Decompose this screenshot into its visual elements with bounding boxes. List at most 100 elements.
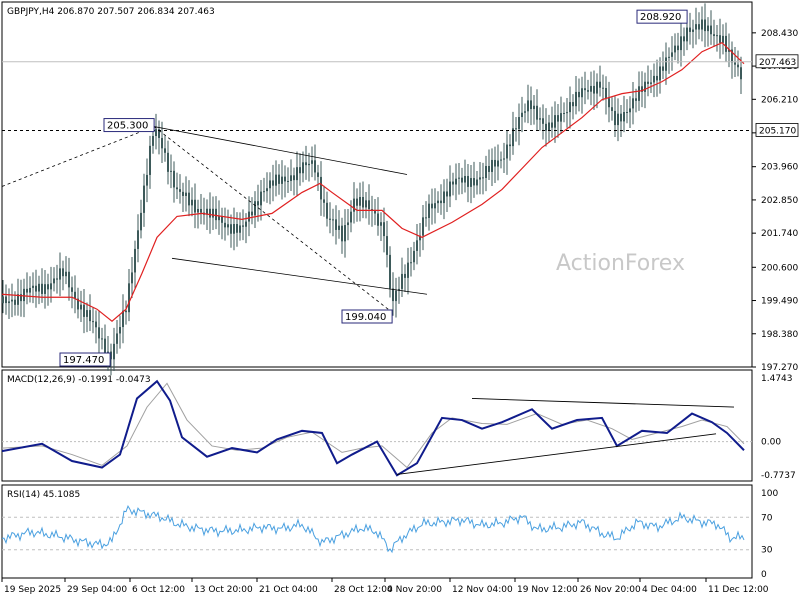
x-tick-label: 4 Nov 20:00 — [387, 585, 442, 595]
candle-body — [95, 321, 97, 328]
x-tick-label: 19 Nov 12:00 — [517, 585, 578, 595]
candle-body — [347, 222, 349, 226]
candle-body — [632, 98, 634, 109]
candle-body — [491, 159, 493, 172]
candle-body — [584, 88, 586, 91]
candle-body — [131, 272, 133, 284]
candle-body — [320, 176, 322, 200]
candle-body — [182, 191, 184, 196]
candle-body — [713, 34, 715, 36]
candle-body — [410, 262, 412, 264]
x-tick-label: 4 Dec 04:00 — [642, 585, 697, 595]
candle-body — [656, 75, 658, 81]
candle-body — [281, 176, 283, 184]
rsi-title: RSI(14) 45.1085 — [7, 490, 80, 500]
candle-body — [161, 137, 163, 149]
rsi-tick-label: 0 — [761, 570, 767, 580]
dashed-trend-line — [1, 126, 155, 187]
candle-body — [152, 135, 154, 146]
candle-body — [236, 223, 238, 233]
candle-body — [74, 291, 76, 299]
candle-body — [269, 180, 271, 189]
candle-body — [287, 180, 289, 182]
candle-body — [260, 191, 262, 206]
candle-body — [155, 129, 157, 136]
candle-body — [428, 203, 430, 218]
candle-body — [71, 287, 73, 292]
moving-average-line — [1, 42, 745, 322]
candle-body — [692, 29, 694, 32]
rsi-line — [1, 504, 745, 554]
candle-body — [185, 192, 187, 196]
candle-body — [554, 115, 556, 128]
x-tick-label: 29 Sep 04:00 — [67, 585, 127, 595]
candle-body — [440, 200, 442, 204]
candle-body — [380, 222, 382, 226]
candle-body — [494, 159, 496, 167]
candle-body — [587, 90, 589, 92]
candle-body — [149, 145, 151, 175]
candle-body — [695, 24, 697, 30]
candle-body — [602, 87, 604, 89]
candle-body — [179, 189, 181, 192]
candle-body — [323, 199, 325, 203]
candle-body — [41, 283, 43, 294]
candle-body — [212, 208, 214, 218]
candle-body — [449, 181, 451, 197]
candle-body — [509, 144, 511, 147]
candle-body — [359, 197, 361, 206]
macd-trend-line — [471, 398, 735, 408]
candle-body — [503, 158, 505, 160]
candle-body — [686, 27, 688, 42]
candle-body — [716, 35, 718, 37]
candle-body — [338, 225, 340, 230]
annotation-label: 205.300 — [107, 121, 148, 132]
candle-body — [608, 98, 610, 108]
annotation-label: 208.920 — [640, 12, 681, 23]
candle-body — [302, 162, 304, 174]
candle-body — [215, 208, 217, 221]
candle-body — [557, 115, 559, 122]
macd-main-line — [1, 379, 745, 477]
candle-body — [458, 177, 460, 179]
candle-body — [254, 201, 256, 216]
watermark: ActionForex — [556, 251, 685, 276]
x-tick-label: 11 Dec 12:00 — [708, 585, 769, 595]
candle-body — [413, 250, 415, 263]
candle-body — [326, 202, 328, 219]
candle-body — [680, 36, 682, 51]
candle-body — [581, 88, 583, 98]
candle-body — [455, 178, 457, 185]
candle-body — [68, 271, 70, 288]
x-tick-label: 28 Oct 12:00 — [334, 585, 393, 595]
candle-body — [623, 112, 625, 122]
candle-body — [551, 122, 553, 128]
candle-body — [467, 175, 469, 187]
candle-body — [395, 290, 397, 302]
candle-body — [500, 159, 502, 161]
candle-body — [539, 118, 541, 120]
candle-body — [404, 273, 406, 278]
candle-body — [47, 284, 49, 290]
candle-body — [197, 208, 199, 213]
candle-body — [80, 304, 82, 310]
macd-signal-line — [1, 382, 745, 469]
candle-body — [296, 167, 298, 181]
candle-body — [560, 113, 562, 122]
candle-body — [497, 160, 499, 167]
candle-body — [719, 35, 721, 43]
current-price-tag-box — [755, 54, 799, 69]
candle-body — [536, 105, 538, 120]
candle-body — [590, 85, 592, 92]
candle-body — [56, 278, 58, 280]
candle-body — [377, 213, 379, 226]
macd-title: MACD(12,26,9) -0.1991 -0.0473 — [7, 375, 151, 385]
support-level-tag: 205.170 — [759, 126, 796, 136]
candle-body — [26, 288, 28, 293]
candle-body — [566, 112, 568, 114]
rsi-panel-frame — [1, 484, 753, 579]
candle-body — [122, 310, 124, 328]
price-tick-label: 201.740 — [761, 229, 798, 239]
candle-body — [488, 165, 490, 172]
